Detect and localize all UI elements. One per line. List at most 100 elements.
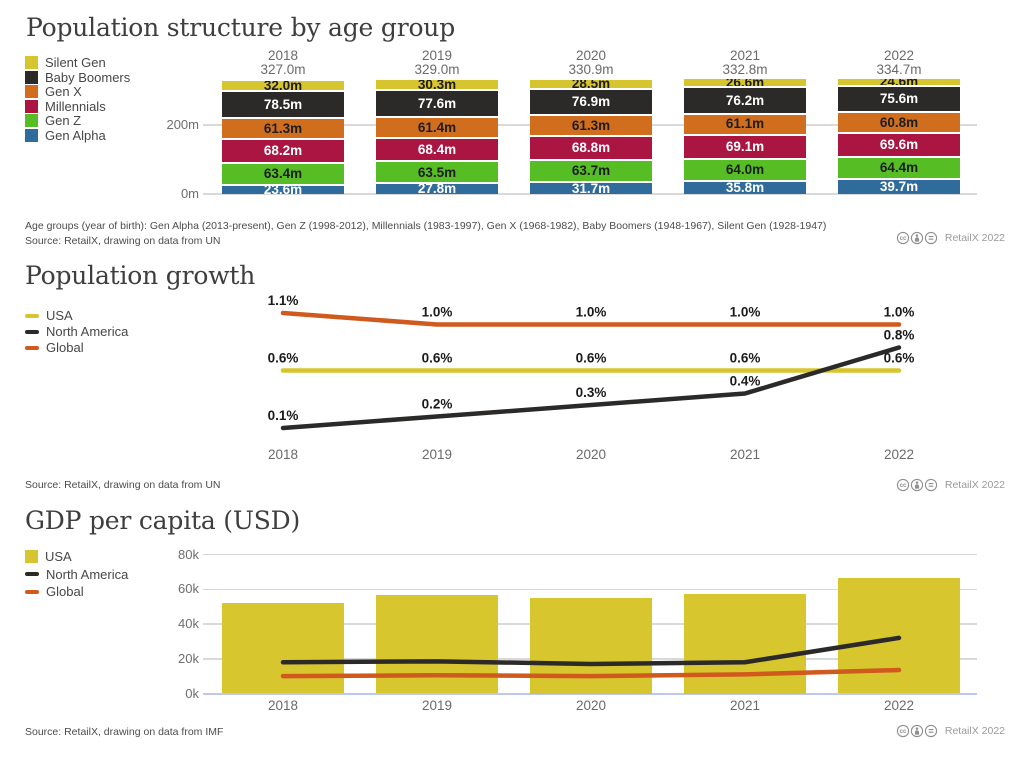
stacked-bar: 28.5m 76.9m 61.3m 68.8m 63.7m 31.7m [530, 79, 652, 194]
gridline-60k [203, 588, 977, 590]
cc-license-icons: cc [896, 478, 938, 492]
population-growth-legend: USA North America Global [25, 308, 129, 355]
bar-segment-baby-boomers: 77.6m [376, 90, 498, 118]
bar-segment-silent-gen: 24.6m [838, 78, 960, 87]
legend-item-label: USA [46, 308, 73, 323]
y-axis-tick-label: 0m [180, 186, 199, 201]
segment-value-label: 61.3m [571, 117, 611, 133]
x-axis-year-label: 2019 [421, 447, 453, 462]
gridline-80k [203, 553, 977, 556]
line-series-north-america [280, 635, 902, 667]
nd-icon [924, 231, 938, 245]
segment-value-label: 76.9m [571, 94, 611, 110]
bar-segment-millennials: 68.4m [376, 138, 498, 163]
bar-segment-gen-z: 63.4m [222, 163, 344, 186]
bar-segment-silent-gen: 30.3m [376, 80, 498, 91]
legend-item-label: North America [46, 324, 129, 339]
legend-item-label: USA [45, 549, 72, 564]
segment-value-label: 69.1m [725, 138, 765, 154]
bar-segment-gen-x: 61.3m [530, 116, 652, 138]
stacked-bar: 32.0m 78.5m 61.3m 68.2m 63.4m 23.6m [222, 81, 344, 194]
legend-line-swatch [25, 313, 39, 318]
data-point-label: 0.6% [268, 351, 299, 366]
bar-segment-gen-alpha: 27.8m [376, 184, 498, 194]
year-label: 2018 [267, 48, 299, 63]
nd-icon [924, 478, 938, 492]
segment-value-label: 68.4m [417, 141, 457, 157]
legend-line-swatch [25, 345, 39, 350]
data-point-label: 0.2% [422, 397, 453, 412]
attribution-icon [910, 231, 924, 245]
bar-segment-gen-x: 61.4m [376, 117, 498, 139]
svg-text:cc: cc [900, 483, 907, 489]
legend-item-label: Global [46, 340, 84, 355]
credit-label: RetailX 2022 [944, 232, 1005, 244]
legend-item-label: Silent Gen [45, 55, 106, 70]
total-label: 332.8m [722, 62, 768, 77]
legend-item: Gen X [25, 84, 130, 99]
legend-item: Gen Alpha [25, 127, 130, 143]
segment-value-label: 77.6m [417, 95, 457, 111]
legend-square-swatch [25, 128, 38, 142]
legend-item-label: Global [46, 584, 84, 599]
bar-segment-baby-boomers: 76.2m [684, 88, 806, 115]
bar-segment-baby-boomers: 78.5m [222, 92, 344, 120]
bar-segment-millennials: 69.6m [838, 134, 960, 159]
segment-value-label: 24.6m [879, 78, 919, 87]
legend-square-swatch [25, 70, 38, 84]
legend-item: Silent Gen [25, 55, 130, 70]
legend-square-swatch [25, 114, 38, 127]
bar-segment-gen-alpha: 35.8m [684, 181, 806, 194]
legend-item: North America [25, 567, 128, 582]
segment-value-label: 68.8m [571, 140, 611, 156]
cc-icon: cc [896, 724, 910, 738]
y-axis-tick-label: 200m [166, 117, 199, 132]
credit-label: RetailX 2022 [944, 479, 1005, 491]
segment-value-label: 32.0m [263, 81, 303, 93]
data-point-label: 0.4% [730, 374, 761, 389]
legend-line-swatch [25, 329, 39, 334]
data-point-label: 1.0% [576, 305, 607, 320]
bar-segment-gen-x: 60.8m [838, 113, 960, 135]
stacked-bar: 26.6m 76.2m 61.1m 69.1m 64.0m 35.8m [684, 79, 806, 194]
data-point-label: 0.6% [884, 351, 915, 366]
segment-value-label: 61.4m [417, 119, 457, 135]
legend-item: Global [25, 584, 128, 599]
gdp-per-capita-legend: USA North America Global [25, 549, 128, 599]
cc-license-icons: cc [896, 231, 938, 245]
y-axis-tick-label: 40k [178, 616, 199, 631]
segment-value-label: 60.8m [879, 114, 919, 130]
legend-item-label: Millennials [45, 98, 106, 114]
stacked-bar: 30.3m 77.6m 61.4m 68.4m 63.5m 27.8m [376, 80, 498, 194]
legend-item-label: Gen Alpha [45, 127, 106, 143]
data-point-label: 0.8% [884, 328, 915, 343]
y-axis-tick-label: 0k [185, 685, 199, 701]
bar-segment-baby-boomers: 75.6m [838, 87, 960, 114]
segment-value-label: 76.2m [725, 92, 765, 108]
bar-segment-silent-gen: 28.5m [530, 79, 652, 90]
bar-segment-gen-alpha: 31.7m [530, 183, 652, 194]
total-label: 330.9m [568, 62, 614, 77]
bar-segment-silent-gen: 32.0m [222, 81, 344, 93]
bar-segment-millennials: 69.1m [684, 135, 806, 160]
data-point-label: 1.0% [422, 305, 453, 320]
legend-item: Baby Boomers [25, 69, 131, 85]
legend-line-swatch [25, 589, 39, 594]
legend-item-label: Baby Boomers [45, 69, 131, 85]
svg-text:cc: cc [900, 236, 907, 242]
bar-segment-gen-z: 63.7m [530, 161, 652, 184]
bar-segment-gen-x: 61.1m [684, 114, 806, 136]
svg-text:cc: cc [900, 729, 907, 735]
segment-value-label: 23.6m [263, 185, 303, 194]
gdp-per-capita-title: GDP per capita (USD) [25, 506, 301, 535]
y-axis-tick-label: 60k [178, 581, 199, 597]
legend-item: USA [25, 308, 128, 323]
segment-value-label: 39.7m [879, 180, 919, 194]
line-series-global [280, 310, 902, 327]
segment-value-label: 69.6m [879, 137, 919, 153]
nd-icon [924, 724, 938, 738]
